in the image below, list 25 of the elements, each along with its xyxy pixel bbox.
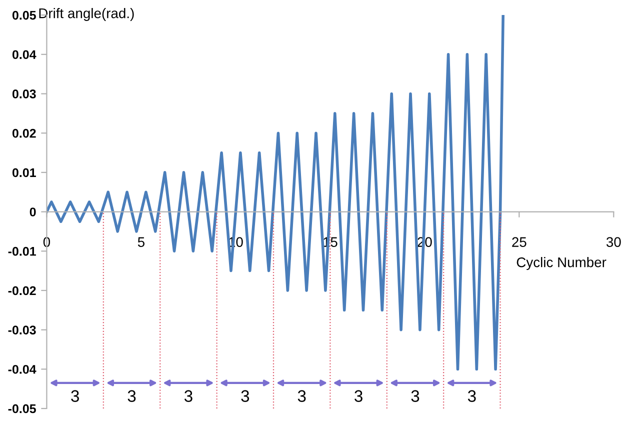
annotation: 3 [128, 390, 136, 402]
annotation: 3 [468, 390, 476, 402]
annotation: 3 [354, 390, 362, 402]
annotation: 3 [241, 390, 250, 402]
y-tick-label: -0.01 [8, 246, 36, 256]
y-tick-label: 0.04 [12, 50, 36, 60]
y-tick-label: -0.04 [8, 364, 36, 374]
x-tick-label: 5 [138, 237, 144, 247]
annotation: 3 [298, 390, 306, 402]
y-tick-label: -0.05 [8, 404, 36, 414]
y-tick-label: 0 [30, 208, 36, 216]
x-tick-label: 0 [43, 237, 50, 247]
annotation: 3 [71, 390, 79, 402]
x-tick-label: 30 [606, 237, 621, 247]
y-tick-label: 0.05 [12, 10, 36, 20]
y-tick-label: 0.03 [12, 90, 36, 98]
y-tick-label: 0.01 [12, 168, 36, 178]
y-tick-label: -0.02 [8, 286, 36, 296]
y-tick-label: 0.02 [12, 128, 36, 138]
x-axis-title: Cyclic Number [516, 257, 606, 270]
y-tick-label: -0.03 [8, 326, 36, 334]
annotation: 3 [411, 390, 420, 402]
y-axis-title: Drift angle(rad.) [39, 8, 134, 21]
x-tick-label: 25 [512, 237, 526, 247]
annotation: 3 [184, 390, 192, 402]
